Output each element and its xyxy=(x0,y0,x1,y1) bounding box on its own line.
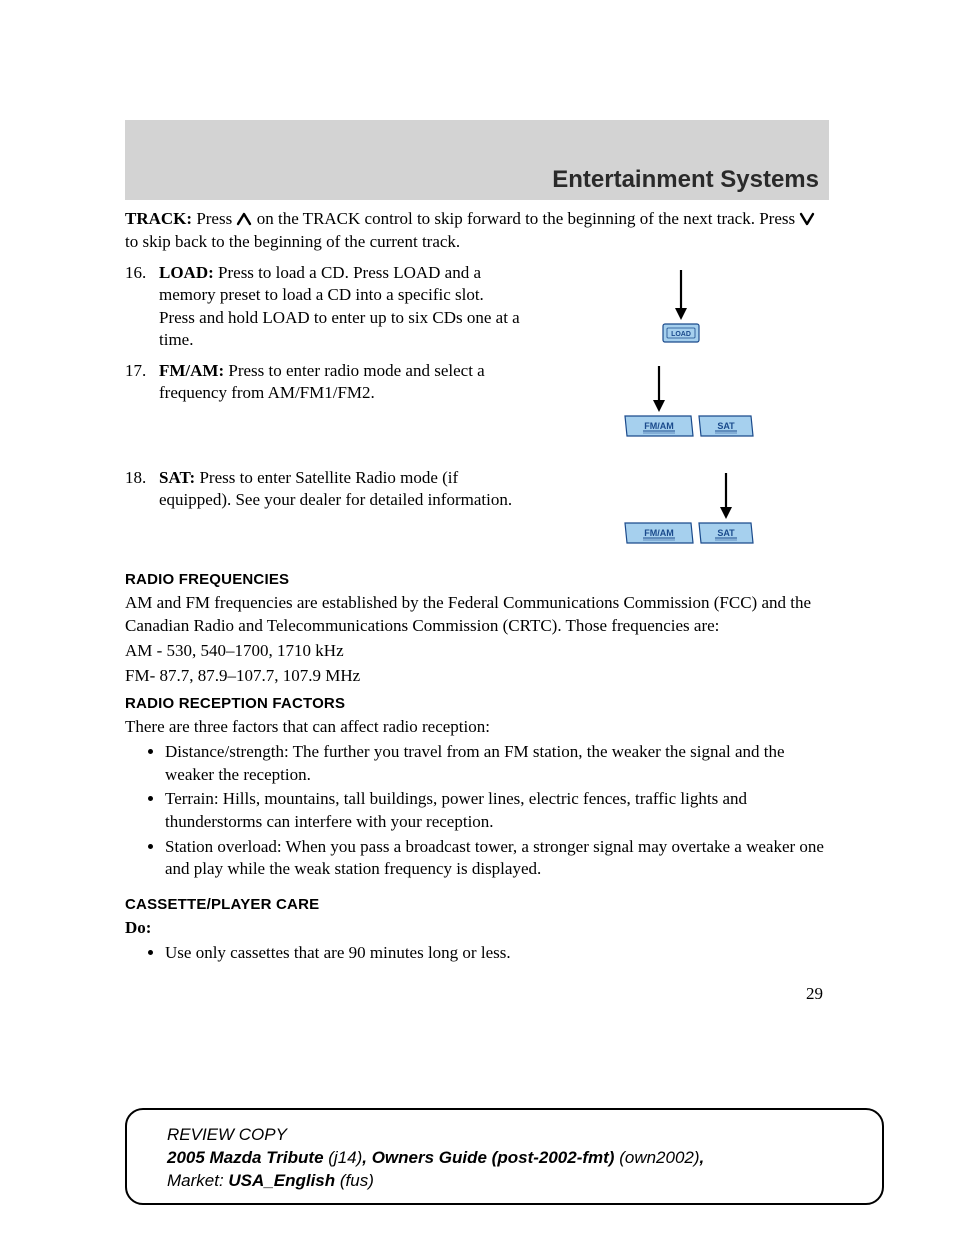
footer-line-3: Market: USA_English (fus) xyxy=(167,1170,860,1193)
diagram-label-load: LOAD xyxy=(671,331,691,338)
rr-bullet-item: Distance/strength: The further you trave… xyxy=(165,741,829,786)
footer-line-1: REVIEW COPY xyxy=(167,1124,860,1147)
list-item-lead: FM/AM: xyxy=(159,361,224,380)
diagram-label-fmam-2: FM/AM xyxy=(644,528,674,538)
chevron-up-icon xyxy=(236,210,252,224)
heading-cassette-care: CASSETTE/PLAYER CARE xyxy=(125,895,829,915)
track-lead: TRACK: xyxy=(125,209,192,228)
footer-l2-i2: (own2002) xyxy=(619,1148,699,1167)
rr-bullet-list: Distance/strength: The further you trave… xyxy=(125,741,829,881)
rr-bullet-item: Terrain: Hills, mountains, tall building… xyxy=(165,788,829,833)
cc-do-bold: Do: xyxy=(125,918,151,937)
cc-bullet-list: Use only cassettes that are 90 minutes l… xyxy=(125,942,829,965)
footer-l2-b3: , xyxy=(700,1148,705,1167)
footer-l3-i1: Market: xyxy=(167,1171,228,1190)
track-text-3: to skip back to the beginning of the cur… xyxy=(125,232,460,251)
rf-am-line: AM - 530, 540–1700, 1710 kHz xyxy=(125,640,829,663)
page-number: 29 xyxy=(125,983,829,1006)
footer-l3-b1: USA_English xyxy=(228,1171,339,1190)
page-title: Entertainment Systems xyxy=(552,166,819,194)
list-item-lead: SAT: xyxy=(159,468,195,487)
section-header-band: Entertainment Systems xyxy=(125,120,829,200)
body: TRACK: Press on the TRACK control to ski… xyxy=(125,208,829,1005)
diagram-fmam: FM/AM SAT xyxy=(533,360,829,449)
diagram-load: LOAD xyxy=(533,262,829,356)
footer-l2-b1: 2005 Mazda Tribute xyxy=(167,1148,328,1167)
track-text-2: on the TRACK control to skip forward to … xyxy=(252,209,799,228)
list-item-index: 18. xyxy=(125,467,159,490)
chevron-down-icon xyxy=(799,210,815,224)
heading-radio-frequencies: RADIO FREQUENCIES xyxy=(125,570,829,590)
rr-bullet-item: Station overload: When you pass a broadc… xyxy=(165,836,829,881)
list-item-lead: LOAD: xyxy=(159,263,214,282)
list-item-text-col: 16. LOAD: Press to load a CD. Press LOAD… xyxy=(125,262,533,352)
footer-review-box: REVIEW COPY 2005 Mazda Tribute (j14), Ow… xyxy=(125,1108,884,1205)
footer-l2-b2: , Owners Guide (post-2002-fmt) xyxy=(362,1148,619,1167)
footer-line-2: 2005 Mazda Tribute (j14), Owners Guide (… xyxy=(167,1147,860,1170)
cc-bullet-item: Use only cassettes that are 90 minutes l… xyxy=(165,942,829,965)
track-text-1: Press xyxy=(192,209,236,228)
rr-intro: There are three factors that can affect … xyxy=(125,716,829,739)
list-item-index: 16. xyxy=(125,262,159,285)
list-item-text: Press to load a CD. Press LOAD and a mem… xyxy=(159,263,520,349)
diagram-label-fmam: FM/AM xyxy=(644,421,674,431)
heading-radio-reception: RADIO RECEPTION FACTORS xyxy=(125,694,829,714)
rf-fm-line: FM- 87.7, 87.9–107.7, 107.9 MHz xyxy=(125,665,829,688)
footer-l2-i1: (j14) xyxy=(328,1148,362,1167)
track-paragraph: TRACK: Press on the TRACK control to ski… xyxy=(125,208,829,254)
list-item-body: FM/AM: Press to enter radio mode and sel… xyxy=(159,360,533,405)
list-item-index: 17. xyxy=(125,360,159,383)
diagram-label-sat-2: SAT xyxy=(717,528,735,538)
list-item-text-col: 18. SAT: Press to enter Satellite Radio … xyxy=(125,467,533,512)
list-item-18: 18. SAT: Press to enter Satellite Radio … xyxy=(125,467,829,556)
list-item-text-col: 17. FM/AM: Press to enter radio mode and… xyxy=(125,360,533,405)
list-item-17: 17. FM/AM: Press to enter radio mode and… xyxy=(125,360,829,449)
list-item-16: 16. LOAD: Press to load a CD. Press LOAD… xyxy=(125,262,829,356)
cc-do-label: Do: xyxy=(125,917,829,940)
list-item-text: Press to enter Satellite Radio mode (if … xyxy=(159,468,512,509)
rf-paragraph: AM and FM frequencies are established by… xyxy=(125,592,829,638)
page-content: Entertainment Systems TRACK: Press on th… xyxy=(0,0,954,1005)
list-item-body: LOAD: Press to load a CD. Press LOAD and… xyxy=(159,262,533,352)
diagram-sat: FM/AM SAT xyxy=(533,467,829,556)
list-item-body: SAT: Press to enter Satellite Radio mode… xyxy=(159,467,533,512)
diagram-label-sat: SAT xyxy=(717,421,735,431)
footer-l3-i2: (fus) xyxy=(340,1171,374,1190)
